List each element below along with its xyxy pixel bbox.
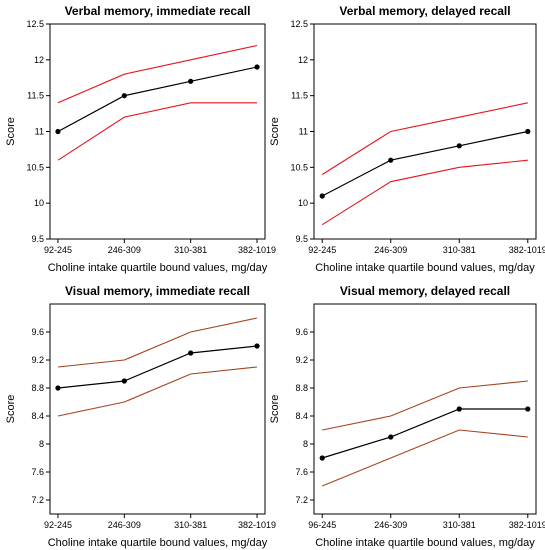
chart-panel-1: Verbal memory, immediate recall 9.5 10 10.5… [5, 4, 276, 274]
x-tick-label: 92-245 [44, 245, 72, 255]
x-tick-label: 382-1019 [238, 245, 276, 255]
data-point [388, 434, 394, 440]
x-tick-label: 382-1019 [238, 520, 276, 530]
chart-title: Verbal memory, immediate recall [65, 4, 251, 18]
y-tick-label: 9.2 [31, 355, 44, 365]
y-tick-label: 11.5 [27, 91, 44, 101]
y-tick-label: 9.2 [295, 355, 308, 365]
y-tick-label: 10.5 [290, 162, 308, 172]
y-tick-label: 8 [39, 439, 44, 449]
series-line-upper [57, 317, 258, 368]
x-tick-label: 246-309 [374, 520, 407, 530]
y-axis-label: Score [5, 395, 17, 424]
y-tick-label: 7.2 [295, 495, 308, 505]
y-tick-label: 9.6 [31, 327, 44, 337]
y-tick-label: 11 [299, 127, 308, 137]
chart-panel-3: Visual memory, immediate recall 7.2 7.6 8 8.… [5, 284, 276, 549]
series-line-lower [321, 159, 528, 226]
data-point [121, 93, 127, 99]
y-tick-label: 12 [34, 55, 44, 65]
y-tick-label: 11.5 [291, 91, 308, 101]
data-point [319, 193, 325, 199]
y-tick-label: 7.6 [295, 467, 308, 477]
series-line-upper [322, 380, 528, 431]
plot-frame [49, 23, 266, 240]
y-tick-label: 8.8 [295, 383, 308, 393]
data-point [188, 78, 194, 84]
series-line-estimate [322, 408, 528, 459]
x-tick-label: 310-381 [174, 245, 207, 255]
data-point [525, 406, 531, 412]
x-tick-label: 246-309 [108, 245, 141, 255]
series-line-lower [57, 102, 257, 161]
data-point [254, 343, 260, 349]
series-line-upper [57, 44, 258, 104]
series-line-estimate [321, 130, 528, 197]
data-point [388, 157, 394, 163]
data-point [525, 128, 531, 135]
plot-frame [313, 303, 537, 515]
x-tick-label: 92-245 [44, 520, 72, 530]
x-tick-label: 246-309 [374, 245, 407, 255]
data-point [319, 455, 325, 461]
x-axis-label: Choline intake quartile bound values, mg… [315, 262, 535, 274]
series-line-lower [321, 429, 528, 487]
x-tick-label: 382-1019 [509, 520, 545, 530]
x-tick-label: 246-309 [108, 520, 141, 530]
y-tick-label: 9.5 [31, 234, 44, 244]
data-point [254, 64, 260, 70]
plot-frame [49, 303, 266, 515]
x-tick-label: 92-245 [308, 245, 336, 255]
data-point [456, 406, 462, 412]
y-tick-label: 8.4 [31, 411, 44, 421]
y-tick-label: 8.8 [31, 383, 44, 393]
chart-panel-4: Visual memory, delayed recall 7.2 7.6 8 8.4 8… [269, 284, 545, 549]
series-line-estimate [57, 66, 258, 133]
y-tick-label: 12 [298, 55, 308, 65]
x-axis-label: Choline intake quartile bound values, mg… [48, 262, 268, 274]
series-line-upper [321, 102, 528, 175]
x-tick-label: 310-381 [443, 520, 476, 530]
y-tick-label: 10 [34, 198, 44, 208]
data-point [121, 378, 127, 384]
chart-title: Verbal memory, delayed recall [339, 4, 510, 18]
y-tick-label: 9.6 [295, 327, 308, 337]
data-point [55, 128, 61, 135]
y-tick-label: 8.4 [295, 411, 308, 421]
x-tick-label: 310-381 [443, 245, 476, 255]
data-point [456, 143, 462, 149]
x-tick-label: 310-381 [174, 520, 207, 530]
series-line-estimate [57, 345, 258, 389]
y-tick-label: 8 [303, 439, 308, 449]
y-tick-label: 7.6 [31, 467, 44, 477]
y-tick-label: 10.5 [26, 162, 44, 172]
y-axis-label: Score [5, 117, 17, 146]
y-tick-label: 7.2 [31, 495, 44, 505]
y-tick-label: 12.5 [290, 19, 308, 29]
x-axis-label: Choline intake quartile bound values, mg… [315, 537, 535, 549]
x-tick-label: 96-245 [308, 520, 336, 530]
x-axis-label: Choline intake quartile bound values, mg… [48, 537, 268, 549]
y-axis-label: Score [269, 117, 281, 146]
y-axis-label: Score [269, 395, 281, 424]
y-tick-label: 9.5 [295, 234, 308, 244]
x-tick-label: 382-1019 [509, 245, 545, 255]
chart-title: Visual memory, delayed recall [340, 284, 510, 298]
y-tick-label: 10 [298, 198, 308, 208]
series-line-lower [57, 366, 258, 417]
data-point [188, 350, 194, 356]
y-tick-label: 11 [35, 127, 44, 137]
data-point [55, 385, 61, 391]
plot-frame [313, 23, 537, 240]
chart-panel-2: Verbal memory, delayed recall 9.5 10 10.5 11… [269, 4, 545, 274]
chart-title: Visual memory, immediate recall [65, 284, 250, 298]
y-tick-label: 12.5 [26, 19, 44, 29]
